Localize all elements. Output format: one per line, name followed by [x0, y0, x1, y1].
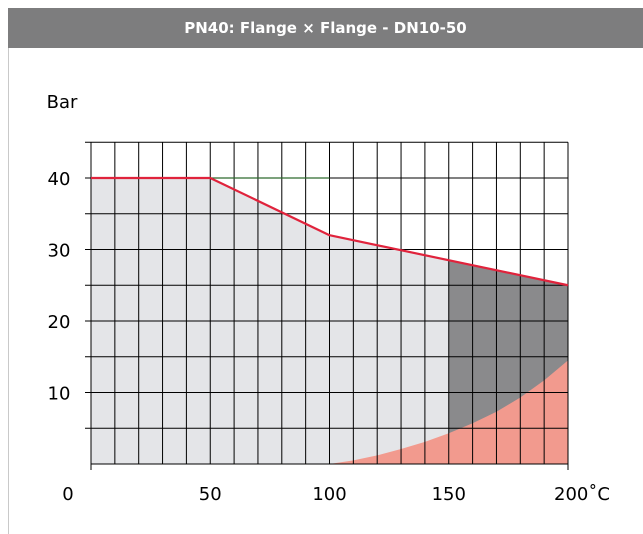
pressure-limit-line: [91, 176, 569, 287]
x-tick-label: 100: [312, 484, 346, 505]
x-tick-label: 200˚C: [554, 484, 610, 505]
chart-header-title: PN40: Flange × Flange - DN10-50: [184, 19, 467, 37]
y-axis-label: Bar: [47, 92, 78, 113]
y-tick-label: 40: [48, 169, 71, 190]
x-tick-label: 150: [432, 484, 466, 505]
x-tick-label: 0: [62, 484, 73, 505]
chart-header: PN40: Flange × Flange - DN10-50: [8, 8, 643, 48]
x-tick-label: 50: [199, 484, 222, 505]
y-tick-label: 10: [48, 384, 71, 405]
y-tick-label: 20: [48, 312, 71, 333]
red-region-fill: [329, 360, 568, 464]
frame-left-border: [8, 48, 9, 534]
y-tick-label: 30: [48, 241, 71, 262]
